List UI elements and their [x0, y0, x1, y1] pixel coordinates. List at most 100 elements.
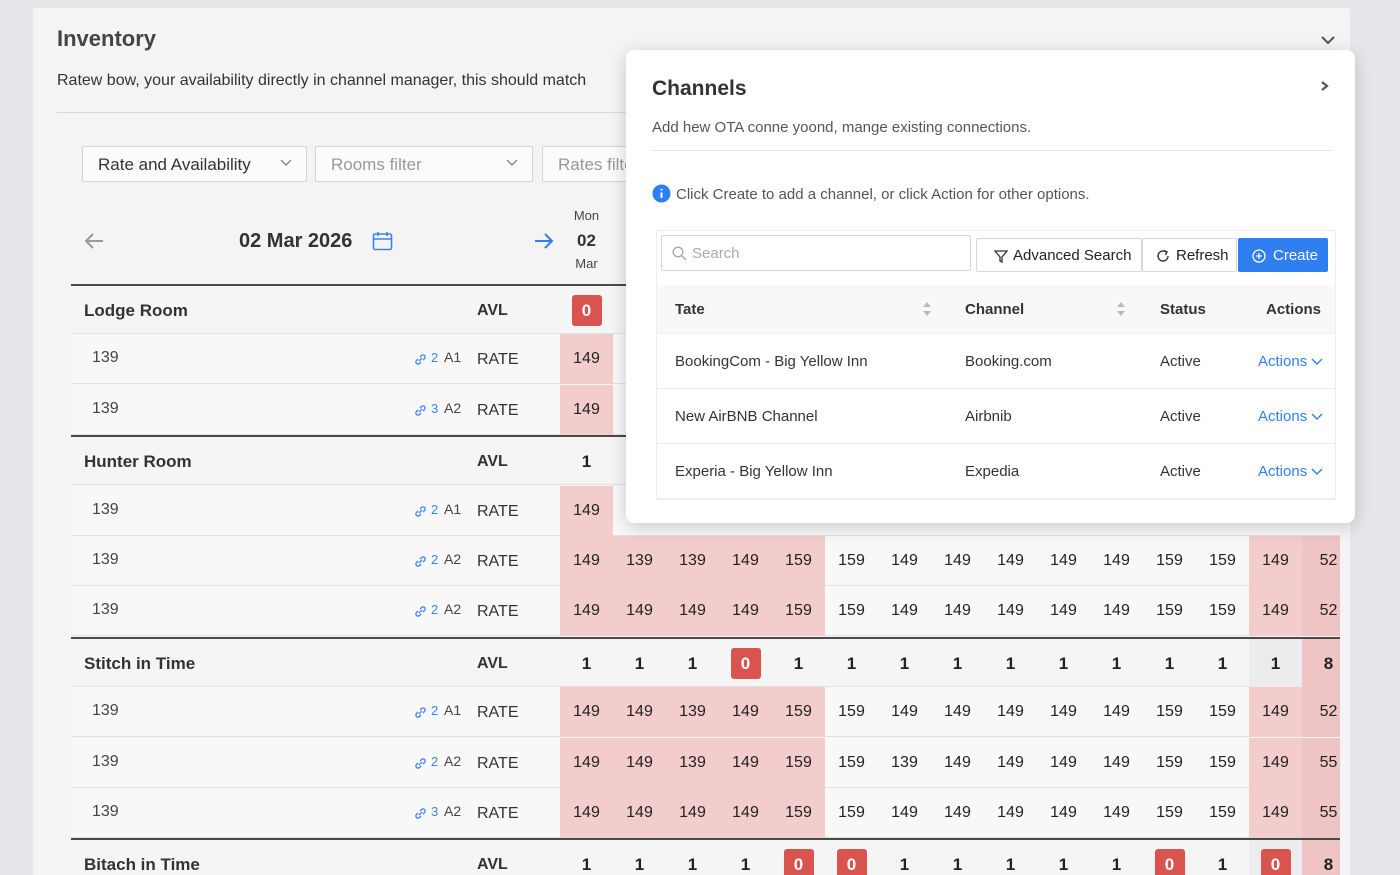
rate-cell: 149 — [560, 586, 613, 637]
sort-icon[interactable] — [922, 300, 932, 318]
rate-cell: 149 — [931, 788, 984, 838]
button-label: Create — [1273, 247, 1319, 264]
rate-row: 139 2 A2 RATE 149 149 149 149 159 159 149 149 149 149… — [71, 586, 1340, 637]
availability: 1 — [952, 855, 963, 875]
availability: 1 — [1111, 653, 1122, 673]
rate-value: 149 — [944, 703, 971, 721]
rate-label: RATE — [477, 704, 519, 722]
rate-name: 139 — [92, 399, 119, 417]
actions-link[interactable]: Actions — [1258, 463, 1323, 480]
avl-cell: 0 — [772, 840, 825, 875]
avl-cell: 1 — [1090, 639, 1143, 689]
rate-value: 149 — [573, 703, 600, 721]
rate-label: RATE — [477, 351, 519, 369]
actions-link[interactable]: Actions — [1258, 408, 1323, 425]
calendar-icon[interactable] — [372, 231, 393, 251]
rate-value: 52 — [1319, 552, 1338, 569]
cell-text: Actions — [1258, 353, 1308, 370]
rate-value: 159 — [838, 804, 865, 821]
table-cell: Experia - Big Yellow Inn — [675, 463, 833, 480]
rate-cell: 149 — [666, 586, 719, 637]
avl-cell: 8 — [1302, 638, 1340, 689]
room-name: Bitach in Time — [84, 855, 200, 875]
room-row: Stitch in Time AVL 1 1 1 0 1 1 1 1 1 1 1 1 1 1 8 — [71, 636, 1340, 689]
availability: 1 — [581, 653, 592, 673]
rate-value: 149 — [626, 753, 653, 771]
rate-value: 55 — [1319, 753, 1338, 771]
rate-value: 149 — [1050, 804, 1077, 821]
rate-value: 149 — [573, 804, 600, 821]
button-label: Refresh — [1176, 247, 1229, 264]
rate-cell: 149 — [719, 586, 772, 637]
sort-icon[interactable] — [1116, 300, 1126, 318]
column-header: Status — [1160, 301, 1206, 318]
table-cell: Airbnib — [965, 408, 1012, 425]
link-icon — [415, 354, 426, 366]
link-count: 2 — [431, 350, 439, 366]
rate-cell: 149 — [931, 586, 984, 636]
availability: 0 — [1154, 849, 1185, 875]
channels-panel: Channels Add hew OTA conne yoond, mange … — [626, 50, 1355, 523]
rate-value: 149 — [1103, 602, 1130, 620]
rate-name: 139 — [92, 752, 119, 770]
advanced-search-button[interactable]: Advanced Search — [976, 238, 1142, 272]
availability: 0 — [730, 647, 761, 679]
availability: 1 — [740, 855, 751, 875]
rate-value: 159 — [1209, 552, 1236, 569]
avl-cell: 1 — [1037, 840, 1090, 875]
availability: 1 — [1058, 653, 1069, 673]
availability: 1 — [1005, 653, 1016, 673]
rate-row: 139 2 A2 RATE 149 149 139 149 159 159 139 149 149 149… — [71, 737, 1340, 788]
collapse-icon[interactable] — [1320, 34, 1336, 46]
rate-value: 159 — [785, 552, 812, 569]
avl-cell: 8 — [1302, 840, 1340, 875]
rate-cell: 159 — [772, 586, 825, 637]
create-button[interactable]: Create — [1238, 238, 1328, 272]
current-date: 02 Mar 2026 — [239, 230, 353, 252]
rate-value: 149 — [573, 602, 600, 620]
rate-cell: 159 — [1196, 738, 1249, 788]
rate-value: 149 — [944, 552, 971, 569]
rate-label: RATE — [477, 401, 519, 419]
column-header: Tate — [675, 301, 705, 318]
rate-cell: 149 — [878, 536, 931, 586]
availability: 1 — [899, 653, 910, 673]
rate-value: 149 — [679, 804, 706, 821]
avl-cell: 1 — [825, 639, 878, 689]
avl-cell: 1 — [878, 840, 931, 875]
rate-row: 139 2 A1 RATE 149 149 139 149 159 159 149 149 149 149… — [71, 687, 1340, 738]
prev-arrow[interactable] — [83, 231, 105, 251]
rate-cell: 139 — [613, 536, 666, 586]
rate-name: 139 — [92, 601, 119, 619]
availability: 1 — [687, 653, 698, 673]
avl-label: AVL — [477, 654, 508, 672]
link-icon — [415, 707, 426, 718]
rate-value: 149 — [1103, 753, 1130, 771]
link-count: 3 — [431, 400, 439, 416]
rate-cell: 149 — [1037, 536, 1090, 586]
cell-text: Active — [1160, 353, 1201, 370]
actions-link[interactable]: Actions — [1258, 353, 1323, 370]
close-panel[interactable] — [1319, 80, 1331, 92]
rate-value: 149 — [626, 703, 653, 721]
rate-value: 149 — [997, 602, 1024, 620]
rate-value: 149 — [1050, 753, 1077, 771]
availability: 8 — [1323, 653, 1334, 673]
availability: 0 — [571, 295, 602, 326]
rate-cell: 149 — [719, 687, 772, 738]
avl-cell: 1 — [1196, 639, 1249, 689]
cell-text: Experia - Big Yellow Inn — [675, 463, 833, 480]
row-divider — [657, 443, 1335, 444]
rate-value: 149 — [1262, 703, 1289, 721]
rate-value: 159 — [1156, 703, 1183, 721]
divider — [652, 150, 1333, 151]
availability: 1 — [634, 855, 645, 875]
refresh-button[interactable]: Refresh — [1142, 238, 1237, 272]
next-arrow[interactable] — [533, 231, 555, 251]
rate-cell: 149 — [1090, 536, 1143, 586]
filter-dropdown[interactable]: Rooms filter — [315, 146, 533, 182]
filter-dropdown[interactable]: Rate and Availability — [82, 146, 307, 182]
rate-value: 149 — [891, 703, 918, 721]
search-box[interactable]: Search — [661, 235, 971, 271]
rate-cell: 139 — [878, 738, 931, 788]
